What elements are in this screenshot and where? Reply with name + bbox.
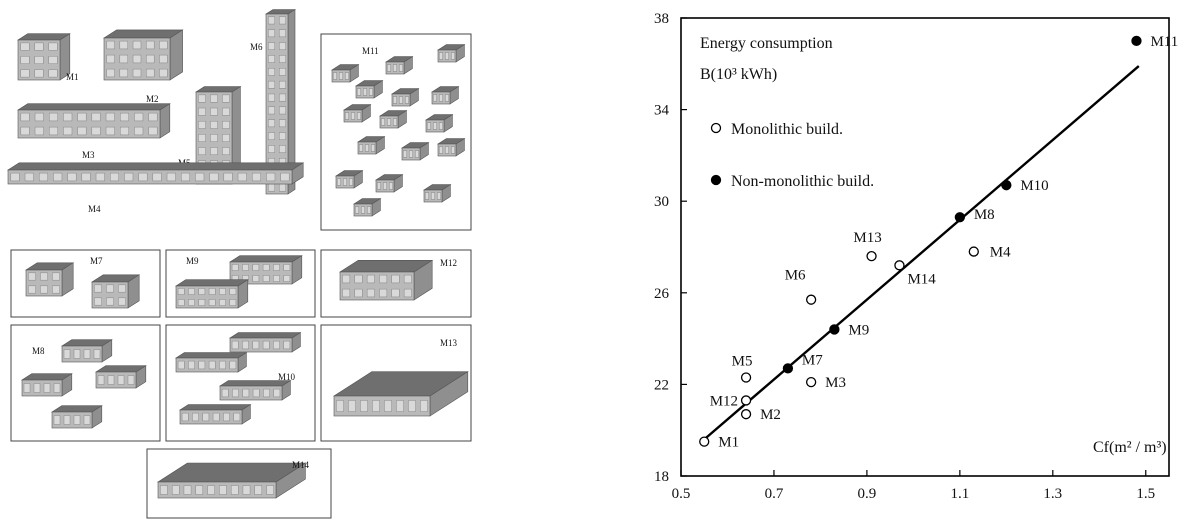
point-m8 xyxy=(955,213,964,222)
point-m6 xyxy=(807,295,816,304)
point-label-m9: M9 xyxy=(848,322,869,338)
point-label-m10: M10 xyxy=(1020,178,1048,194)
point-label-m8: M8 xyxy=(974,207,995,223)
x-tick-label: 1.3 xyxy=(1043,486,1062,502)
x-axis-label: Cf(m² / m³) xyxy=(1093,439,1167,456)
point-m2 xyxy=(742,410,751,419)
plot-frame xyxy=(681,18,1169,476)
x-tick-label: 1.1 xyxy=(950,486,969,502)
point-label-m1: M1 xyxy=(718,435,739,451)
y-tick-label: 34 xyxy=(654,103,670,119)
point-m11 xyxy=(1132,36,1141,45)
point-label-m2: M2 xyxy=(760,407,781,423)
point-m7 xyxy=(783,364,792,373)
point-m5 xyxy=(742,373,751,382)
y-tick-label: 22 xyxy=(654,377,669,393)
point-label-m13: M13 xyxy=(853,230,881,246)
x-tick-label: 1.5 xyxy=(1136,486,1155,502)
point-m12 xyxy=(742,396,751,405)
x-tick-label: 0.7 xyxy=(765,486,784,502)
point-m10 xyxy=(1002,181,1011,190)
chart-title-line1: Energy consumption xyxy=(700,35,833,52)
y-tick-label: 30 xyxy=(654,194,669,210)
x-tick-label: 0.9 xyxy=(858,486,877,502)
point-label-m6: M6 xyxy=(785,268,806,284)
chart-title-line2: B(10³ kWh) xyxy=(700,66,777,83)
point-m4 xyxy=(969,247,978,256)
x-tick-label: 0.5 xyxy=(672,486,691,502)
x-axis-ticks: 0.5 0.7 0.9 1.1 1.3 1.5 xyxy=(672,470,1156,502)
legend-filled-label: Non-monolithic build. xyxy=(731,173,874,190)
point-m3 xyxy=(807,378,816,387)
point-label-m12: M12 xyxy=(710,393,738,409)
y-tick-label: 38 xyxy=(654,11,669,27)
legend-filled-marker xyxy=(712,176,721,185)
point-label-m3: M3 xyxy=(825,375,846,391)
point-label-m5: M5 xyxy=(732,354,753,370)
point-label-m14: M14 xyxy=(907,271,936,287)
point-m13 xyxy=(867,252,876,261)
point-label-m4: M4 xyxy=(990,245,1011,261)
point-label-m11: M11 xyxy=(1150,34,1178,50)
point-m14 xyxy=(895,261,904,270)
data-points: M1 M2 M3 M4 M5 M6 M7 M8 M9 M10 M11 M12 M13 M14 xyxy=(700,34,1179,451)
y-tick-label: 26 xyxy=(654,286,670,302)
point-m9 xyxy=(830,325,839,334)
y-axis-ticks: 18 22 26 30 34 38 xyxy=(654,11,687,485)
point-label-m7: M7 xyxy=(802,352,823,368)
y-tick-label: 18 xyxy=(654,469,669,485)
legend-open-marker xyxy=(712,124,721,133)
point-m1 xyxy=(700,437,709,446)
legend-open-label: Monolithic build. xyxy=(731,121,843,138)
